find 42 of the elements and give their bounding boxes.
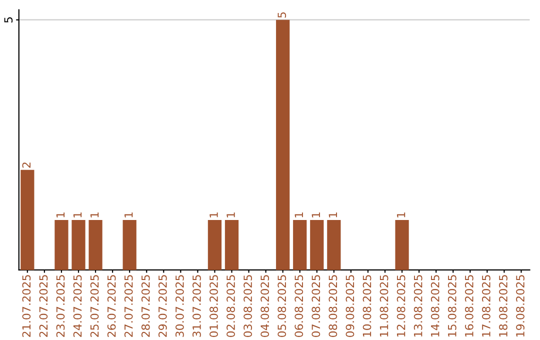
data-label: 1 — [124, 212, 133, 218]
x-tick-label: 09.08.2025 — [346, 275, 354, 338]
data-label: 1 — [73, 212, 82, 218]
data-label: 1 — [226, 212, 235, 218]
data-label: 1 — [294, 212, 303, 218]
data-label: 1 — [328, 212, 337, 218]
x-tick-label: 22.07.2025 — [39, 275, 48, 337]
x-tick-label: 13.08.2025 — [414, 275, 422, 337]
x-tick-label: 11.08.2025 — [380, 275, 388, 337]
x-tick-label: 26.07.2025 — [107, 275, 116, 337]
x-tick-label: 02.08.2025 — [226, 275, 235, 338]
x-tick-label: 14.08.2025 — [430, 275, 440, 337]
x-tick-label: 21.07.2025 — [22, 275, 31, 337]
x-tick-label: 25.07.2025 — [90, 275, 99, 337]
x-tick-label: 07.08.2025 — [312, 275, 320, 338]
x-tick-label: 05.08.2025 — [278, 275, 286, 338]
x-tick-label: 10.08.2025 — [362, 275, 372, 337]
x-tick-label: 04.08.2025 — [260, 275, 270, 338]
x-tick-label: 31.07.2025 — [192, 275, 201, 337]
x-tick-label: 23.07.2025 — [56, 275, 65, 337]
x-tick-label: 27.07.2025 — [124, 275, 133, 337]
data-label: 1 — [312, 212, 320, 218]
x-tick-label: 12.08.2025 — [396, 275, 406, 337]
x-tick-label: 01.08.2025 — [210, 275, 218, 338]
x-tick-label: 19.08.2025 — [516, 275, 524, 337]
x-tick-label: 03.08.2025 — [244, 275, 252, 338]
data-label: 1 — [210, 212, 218, 218]
data-label: 2 — [22, 162, 30, 168]
x-tick-label: 28.07.2025 — [141, 275, 150, 337]
x-tick-label: 15.08.2025 — [448, 275, 456, 337]
x-tick-label: 17.08.2025 — [482, 275, 490, 337]
x-tick-label: 08.08.2025 — [328, 275, 338, 338]
x-tick-label: 18.08.2025 — [499, 275, 508, 337]
x-tick-label: 24.07.2025 — [73, 275, 82, 337]
data-label: 5 — [278, 12, 286, 18]
data-label: 1 — [396, 212, 406, 218]
x-tick-label: 30.07.2025 — [175, 275, 184, 337]
x-tick-label: 29.07.2025 — [158, 275, 167, 337]
x-tick-label: 06.08.2025 — [294, 275, 304, 338]
data-label: 1 — [56, 212, 65, 218]
x-tick-label: 16.08.2025 — [464, 275, 474, 337]
data-label: 1 — [90, 212, 99, 218]
